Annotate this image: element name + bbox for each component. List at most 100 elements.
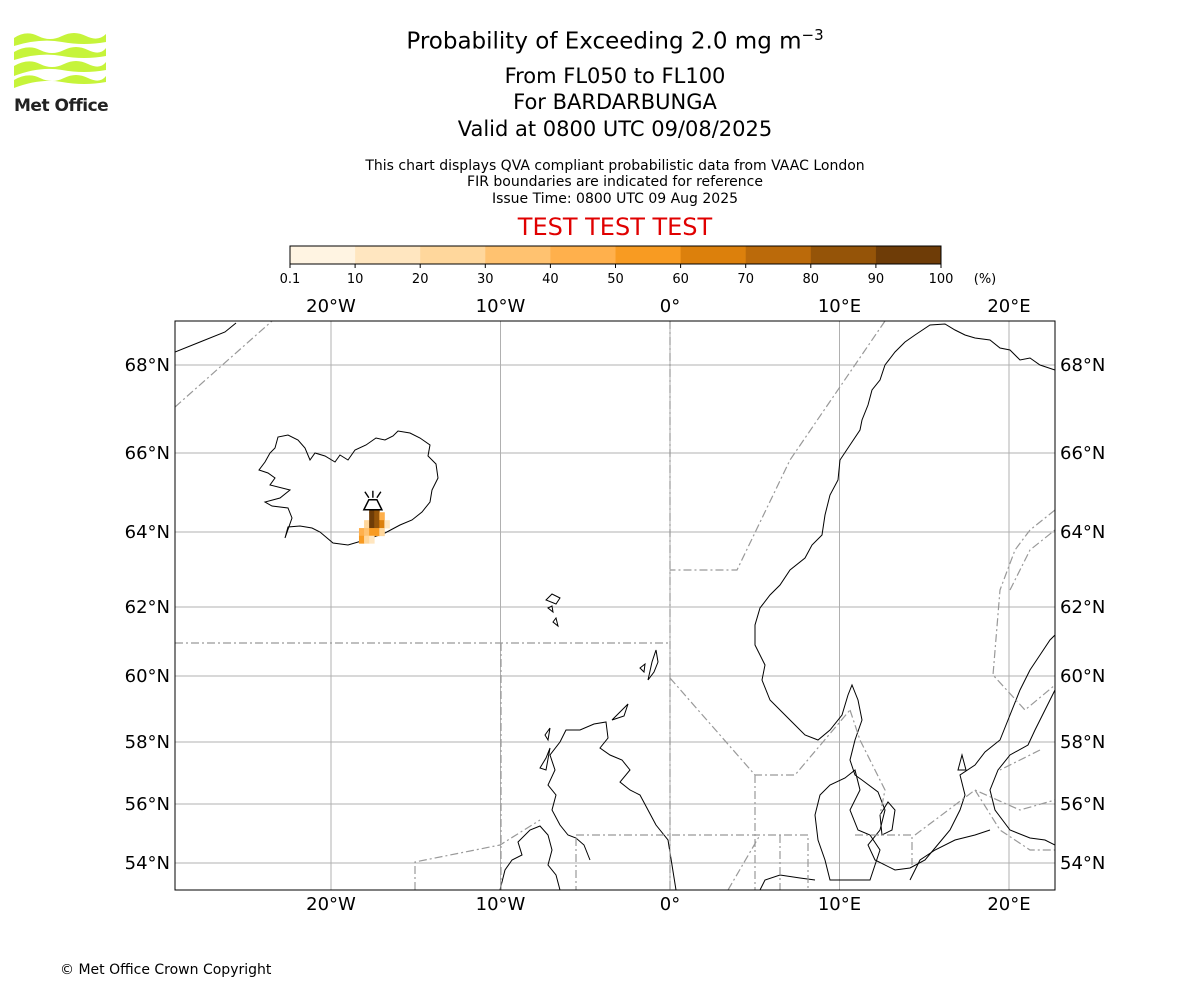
longitude-label: 0° [660, 296, 680, 317]
fir-boundary [992, 509, 1055, 711]
colorbar-tick-label: 80 [803, 272, 820, 287]
longitude-label: 10°W [476, 296, 526, 317]
colorbar-swatch [680, 246, 747, 264]
coastline-baltic-east [989, 689, 1055, 846]
fir-boundary [414, 819, 541, 890]
chart-title: Probability of Exceeding 2.0 mg m−3 [15, 26, 1200, 55]
coastline-greenland [175, 322, 237, 353]
colorbar-swatch [550, 246, 616, 264]
volcano-icon [362, 490, 384, 511]
probability-cell [364, 520, 370, 529]
latitude-label: 62°N [1060, 597, 1105, 618]
fir-boundary [849, 709, 886, 816]
fir-boundary [175, 321, 273, 408]
coastline-shetland [639, 649, 659, 681]
latitude-label: 58°N [1060, 732, 1105, 753]
fir-boundary [914, 789, 1055, 836]
probability-cell [384, 520, 390, 529]
issue-time: Issue Time: 0800 UTC 09 Aug 2025 [491, 191, 739, 207]
fir-boundary [669, 677, 851, 776]
fir-boundary [999, 749, 1041, 771]
colorbar-swatch [355, 246, 421, 264]
coastline-faroe [545, 593, 561, 628]
longitude-label: 10°W [476, 894, 526, 915]
fir-boundaries [175, 321, 1055, 890]
colorbar-tick-label: 100 [929, 272, 954, 287]
latitude-label: 54°N [1060, 853, 1105, 874]
map: 20°W 10°W 0° 10°E 20°E 20°W 10°W 0° 10°E 20°E 68… [125, 296, 1106, 915]
latitude-label: 68°N [1060, 355, 1105, 376]
chart-note: This chart displays QVA compliant probab… [365, 158, 865, 174]
colorbar-tick-label: 50 [607, 272, 624, 287]
fir-note: FIR boundaries are indicated for referen… [467, 174, 763, 190]
logo-text: Met Office [14, 96, 109, 116]
coastline-scotland [547, 721, 677, 890]
probability-cell [369, 528, 375, 537]
longitude-labels-top: 20°W 10°W 0° 10°E 20°E [306, 296, 1030, 317]
colorbar-tick-label: 60 [672, 272, 689, 287]
latitude-label: 56°N [1060, 794, 1105, 815]
colorbar-swatch [745, 246, 812, 264]
coastline-zealand [879, 801, 896, 836]
fir-boundary [576, 834, 809, 890]
colorbar-tick-label: 20 [412, 272, 429, 287]
colorbar-swatch [420, 246, 486, 264]
probability-cell [374, 512, 380, 521]
flight-level-range: From FL050 to FL100 [504, 64, 726, 88]
met-office-logo-waves [14, 33, 106, 88]
colorbar-tick-label: 10 [347, 272, 364, 287]
coastline-orkney [611, 703, 629, 721]
coastlines [175, 322, 1055, 890]
probability-cell [379, 520, 385, 529]
probability-cell [374, 520, 380, 529]
latitude-label: 66°N [125, 443, 170, 464]
coastline-denmark [814, 769, 881, 881]
latitude-label: 54°N [125, 853, 170, 874]
latitude-label: 66°N [1060, 443, 1105, 464]
volcano-marker [362, 490, 384, 511]
volcano-name-line: For BARDARBUNGA [513, 90, 717, 114]
latitude-label: 60°N [125, 666, 170, 687]
colorbar-tick-label: 70 [737, 272, 754, 287]
longitude-label: 10°E [818, 296, 861, 317]
map-frame [174, 320, 1056, 891]
valid-time: Valid at 0800 UTC 09/08/2025 [457, 117, 773, 141]
latitude-labels-left: 68°N 66°N 64°N 62°N 60°N 58°N 56°N 54°N [125, 355, 170, 874]
fir-boundary [670, 321, 886, 571]
coastline-iceland [258, 430, 439, 546]
colorbar-ticks: 0.1 10 20 30 40 50 60 70 80 90 100 [280, 264, 954, 287]
latitude-label: 60°N [1060, 666, 1105, 687]
probability-cell [374, 528, 380, 537]
fir-boundary [1009, 529, 1055, 591]
fir-boundary [855, 834, 913, 865]
probability-cell [379, 528, 385, 537]
colorbar-swatch [290, 246, 356, 264]
chart-title-text: Probability of Exceeding 2.0 mg m [406, 28, 802, 55]
probability-cell [358, 528, 365, 537]
test-banner: TEST TEST TEST [517, 213, 713, 241]
latitude-label: 62°N [125, 597, 170, 618]
coastline-ireland [499, 825, 561, 890]
latitude-label: 64°N [125, 522, 170, 543]
colorbar-tick-label: 40 [542, 272, 559, 287]
longitude-label: 0° [660, 894, 680, 915]
latitude-label: 56°N [125, 794, 170, 815]
colorbar-swatch [875, 246, 942, 264]
colorbar-swatch [485, 246, 551, 264]
colorbar-swatch [810, 246, 877, 264]
probability-cell [369, 520, 375, 529]
coastline-scandinavia [754, 323, 1055, 871]
probability-cell [364, 528, 370, 537]
colorbar-tick-label: 0.1 [280, 272, 301, 287]
met-office-logo: Met Office [14, 30, 114, 116]
longitude-label: 20°W [306, 296, 356, 317]
latitude-label: 68°N [125, 355, 170, 376]
longitude-labels-bottom: 20°W 10°W 0° 10°E 20°E [306, 894, 1030, 915]
latitude-label: 64°N [1060, 522, 1105, 543]
chart-title-exponent: −3 [801, 26, 824, 44]
coastline-baltic-south [909, 829, 991, 881]
longitude-label: 10°E [818, 894, 861, 915]
longitude-label: 20°E [987, 894, 1030, 915]
colorbar-swatch [615, 246, 682, 264]
longitude-label: 20°E [987, 296, 1030, 317]
